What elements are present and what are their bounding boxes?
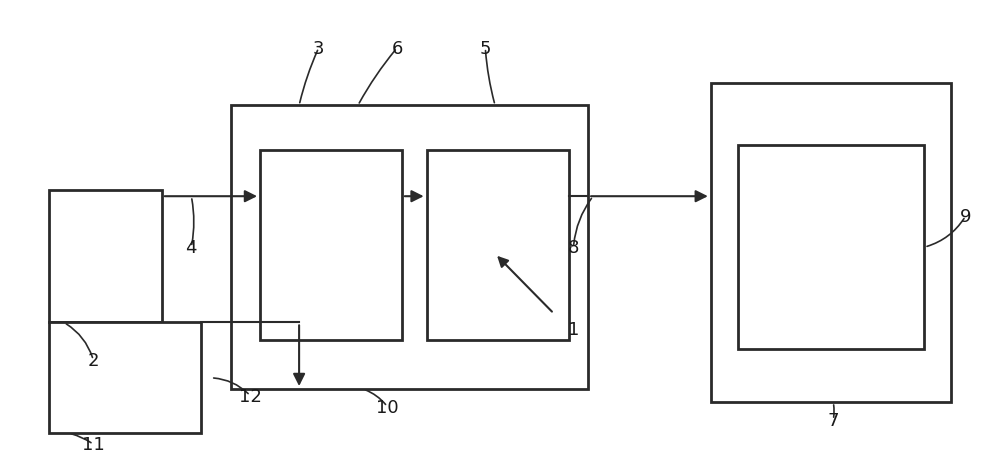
Text: 11: 11	[82, 435, 105, 451]
Bar	[49, 323, 201, 433]
Bar	[426, 150, 569, 341]
Bar	[738, 146, 924, 349]
Text: 6: 6	[391, 40, 403, 58]
Bar	[711, 84, 951, 402]
Text: 2: 2	[88, 351, 99, 369]
Text: 5: 5	[480, 40, 491, 58]
Bar	[49, 190, 162, 323]
Bar	[230, 106, 588, 389]
Text: 8: 8	[568, 239, 579, 257]
Text: 7: 7	[827, 411, 839, 429]
Text: 10: 10	[376, 398, 399, 416]
Text: 9: 9	[960, 207, 971, 226]
Text: 4: 4	[186, 239, 197, 257]
Text: 3: 3	[313, 40, 324, 58]
Text: 12: 12	[239, 387, 262, 405]
Text: 1: 1	[568, 320, 579, 338]
Bar	[260, 150, 402, 341]
